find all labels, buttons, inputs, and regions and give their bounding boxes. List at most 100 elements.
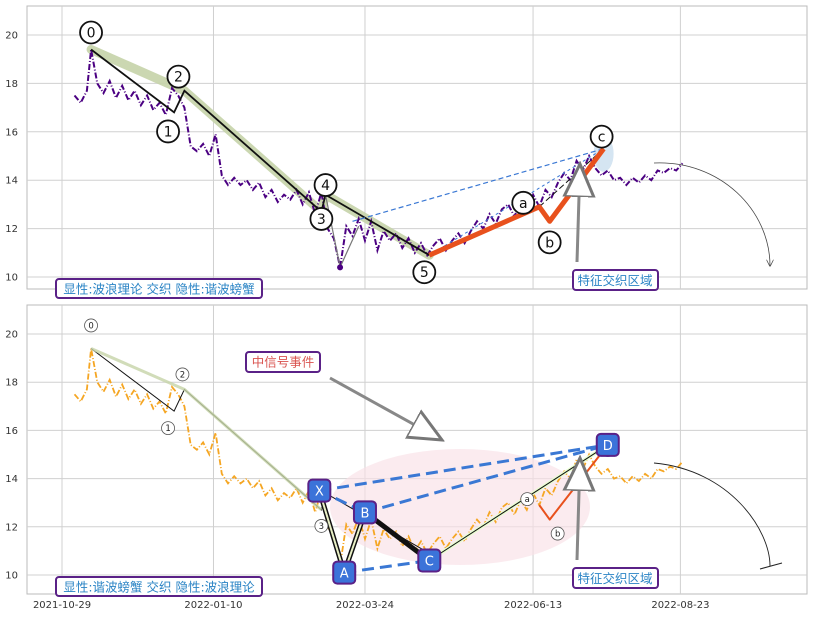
bottom-feature-box: 特征交织区域 xyxy=(572,567,659,589)
small-label-0-marker: 0 xyxy=(84,318,98,333)
harmonic-label-box xyxy=(417,548,442,573)
harmonic-label-C-marker: C xyxy=(417,548,442,573)
y-tick-label: 20 xyxy=(5,330,18,341)
bottom-curve-tick xyxy=(759,562,783,570)
wave-label-a-marker: a xyxy=(511,190,536,215)
wave-label-text: 2 xyxy=(174,70,183,86)
wave-label-text: c xyxy=(598,130,606,146)
bottom-price-line xyxy=(73,348,684,566)
y-tick-label: 16 xyxy=(5,426,18,437)
x-tick-label: 2022-06-13 xyxy=(504,600,562,611)
bottom-feature-arrow xyxy=(577,458,580,561)
wave-label-text: 4 xyxy=(321,178,330,194)
top-feature-text: 特征交织区域 xyxy=(577,273,652,288)
wave-label-text: 3 xyxy=(317,212,326,228)
small-label-circle xyxy=(84,318,98,333)
wave-label-4-marker: 4 xyxy=(313,173,338,197)
top-dashed-ac xyxy=(538,148,604,208)
bottom-wave-band xyxy=(90,347,323,512)
wave-label-circle xyxy=(309,207,334,231)
top-plot-area xyxy=(26,5,808,290)
harmonic-label-text: X xyxy=(315,485,324,500)
small-label-circle xyxy=(175,367,190,382)
small-label-circle xyxy=(161,421,175,436)
bottom-event-text: 中信号事件 xyxy=(252,355,315,370)
harmonic-label-text: B xyxy=(361,506,370,521)
y-tick-label: 14 xyxy=(5,176,18,187)
wave-label-text: b xyxy=(545,235,554,251)
bottom-legend-box: 显性:谐波螃蟹 交织 隐性:波浪理论 xyxy=(55,576,263,597)
harmonic-label-D-marker: D xyxy=(595,432,620,457)
wave-label-c-marker: c xyxy=(589,124,614,149)
x-tick-label: 2022-01-10 xyxy=(184,600,242,611)
top-price-line xyxy=(73,49,684,268)
small-label-2-marker: 2 xyxy=(175,367,190,382)
x-tick-label: 2022-03-24 xyxy=(336,600,394,611)
harmonic-label-X-marker: X xyxy=(307,478,332,503)
bottom-feature-text: 特征交织区域 xyxy=(577,571,652,586)
x-tick-label: 2021-10-29 xyxy=(33,600,91,611)
wave-label-circle xyxy=(537,230,562,255)
wave-label-3-marker: 3 xyxy=(309,207,334,231)
y-tick-label: 18 xyxy=(5,79,18,90)
wave-label-circle xyxy=(412,260,437,285)
wave-label-circle xyxy=(79,20,103,45)
y-tick-label: 20 xyxy=(5,31,18,42)
wave-label-b-marker: b xyxy=(537,230,562,255)
top-feature-box: 特征交织区域 xyxy=(572,269,659,291)
y-tick-label: 10 xyxy=(5,273,18,284)
small-label-circle xyxy=(520,492,535,507)
wave-label-1-marker: 1 xyxy=(156,119,180,144)
harmonic-label-text: D xyxy=(603,439,613,454)
small-label-1-marker: 1 xyxy=(161,421,175,436)
harmonic-label-box xyxy=(352,500,377,525)
bottom-legend-text: 显性:谐波螃蟹 交织 隐性:波浪理论 xyxy=(63,580,255,595)
wave-label-5-marker: 5 xyxy=(412,260,437,285)
small-label-text: a xyxy=(525,495,530,505)
small-label-text: 3 xyxy=(319,522,324,532)
small-label-text: 2 xyxy=(180,370,185,380)
harmonic-label-B-marker: B xyxy=(352,500,377,525)
harmonic-dashed-leg xyxy=(319,443,608,493)
x-tick-label: 2022-08-23 xyxy=(651,600,709,611)
wave-label-text: 0 xyxy=(87,26,96,42)
top-curve-arrow xyxy=(653,162,770,266)
wave-label-circle xyxy=(156,119,180,144)
harmonic-label-box xyxy=(332,560,357,585)
small-label-text: b xyxy=(555,530,560,540)
bottom-event-box: 中信号事件 xyxy=(245,351,321,373)
small-label-text: 0 xyxy=(88,321,93,331)
harmonic-label-box xyxy=(307,478,332,503)
small-label-text: 1 xyxy=(165,424,170,434)
wave-label-2-marker: 2 xyxy=(166,64,191,89)
y-tick-label: 16 xyxy=(5,127,18,138)
bottom-event-arrow xyxy=(329,376,442,440)
harmonic-label-box xyxy=(595,432,620,457)
y-tick-label: 12 xyxy=(5,224,18,235)
wave-label-text: a xyxy=(519,196,528,212)
y-tick-label: 12 xyxy=(5,522,18,533)
y-tick-label: 14 xyxy=(5,474,18,485)
wave-label-text: 1 xyxy=(164,124,173,140)
top-legend-text: 显性:波浪理论 交织 隐性:谐波螃蟹 xyxy=(63,282,254,297)
small-label-b-marker: b xyxy=(550,526,565,541)
harmonic-label-text: C xyxy=(425,555,434,570)
wave-label-text: 5 xyxy=(420,265,429,281)
y-tick-label: 10 xyxy=(5,571,18,582)
wave-label-circle xyxy=(313,173,338,197)
small-label-circle xyxy=(314,519,329,533)
harmonic-label-text: A xyxy=(340,567,349,582)
y-tick-label: 18 xyxy=(5,378,18,389)
wave-label-0-marker: 0 xyxy=(79,20,103,45)
wave-label-circle xyxy=(166,64,191,89)
top-legend-box: 显性:波浪理论 交织 隐性:谐波螃蟹 xyxy=(55,278,263,299)
harmonic-dashed-leg xyxy=(344,559,430,575)
wave-label-circle xyxy=(589,124,614,149)
top-wave-line xyxy=(90,48,430,256)
small-label-a-marker: a xyxy=(520,492,535,507)
wave-label-circle xyxy=(511,190,536,215)
harmonic-label-A-marker: A xyxy=(332,560,357,585)
